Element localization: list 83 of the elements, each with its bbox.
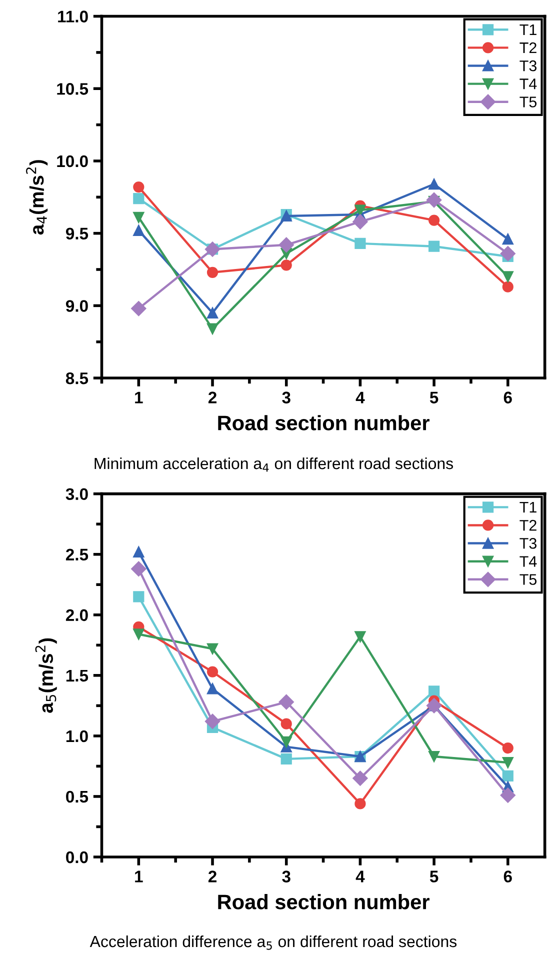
x-tick-label: 2 <box>208 392 216 404</box>
y-tick-label: 11.0 <box>58 10 88 22</box>
point <box>206 683 218 694</box>
point <box>133 591 144 602</box>
point <box>426 192 442 208</box>
point <box>280 718 292 730</box>
legend-label: T1 <box>520 24 536 35</box>
x-tick-label: 1 <box>135 870 143 882</box>
y-tick-label: 10.0 <box>57 155 88 168</box>
point <box>206 666 218 678</box>
y-tick-label: 1.0 <box>66 730 88 742</box>
y-tick-label: 0.0 <box>66 851 88 864</box>
point <box>280 753 292 764</box>
point <box>278 694 294 710</box>
x-tick-label: 3 <box>282 870 290 882</box>
text: Minimum acceleration a$_{4}$ on different road sections <box>94 457 453 472</box>
legend-label: T1 <box>520 502 536 513</box>
x-tick-label: 2 <box>208 870 216 882</box>
point <box>133 628 144 640</box>
y-tick-label: 9.0 <box>66 300 88 312</box>
point <box>133 181 144 193</box>
point <box>500 246 516 262</box>
point <box>133 546 144 558</box>
legend-label: T4 <box>520 556 537 567</box>
point <box>428 750 440 762</box>
legend-label: T5 <box>520 574 537 585</box>
x-tick-label: 4 <box>356 392 365 404</box>
point <box>428 240 440 252</box>
point <box>133 212 144 223</box>
point <box>502 271 514 282</box>
point <box>206 643 218 654</box>
point <box>354 238 366 249</box>
point <box>280 260 292 271</box>
point <box>428 214 440 226</box>
x-tick-label: 6 <box>504 870 512 882</box>
y-tick-label: 2.0 <box>66 609 88 622</box>
y-tick-label: 10.5 <box>57 83 88 95</box>
x-tick-label: 4 <box>356 870 365 882</box>
point <box>428 178 440 190</box>
point <box>500 788 516 803</box>
point <box>206 266 218 278</box>
y-tick-label: 8.5 <box>66 372 88 384</box>
y-tick-label: 1.5 <box>66 670 88 682</box>
point <box>502 281 514 292</box>
point <box>354 204 366 216</box>
point <box>428 686 440 697</box>
x-tick-label: 5 <box>430 870 438 882</box>
legend-label: T2 <box>520 520 536 531</box>
point <box>133 224 144 236</box>
point <box>280 736 292 748</box>
point <box>206 307 218 318</box>
legend-label: T2 <box>520 42 536 54</box>
x-axis-title: Road section number <box>218 894 430 910</box>
point <box>354 798 366 810</box>
point <box>352 214 368 230</box>
y-axis-title: a$_{5}$(m/s$^{2}$) <box>35 638 57 713</box>
legend-label: T4 <box>520 78 537 90</box>
point <box>278 237 294 252</box>
text: Acceleration difference a$_{5}$ on different road sections <box>90 935 457 950</box>
point <box>502 757 514 768</box>
y-axis-title: a$_{4}$(m/s$^{2}$) <box>26 160 48 235</box>
point <box>354 631 366 642</box>
y-tick-label: 3.0 <box>66 488 88 500</box>
y-tick-label: 9.5 <box>66 228 88 240</box>
x-axis-title: Road section number <box>218 415 430 430</box>
y-tick-label: 2.5 <box>66 548 88 561</box>
point <box>206 323 218 334</box>
x-tick-label: 1 <box>135 392 143 404</box>
x-tick-label: 6 <box>504 392 512 404</box>
point <box>502 234 514 245</box>
point <box>131 300 146 316</box>
point <box>502 742 514 754</box>
point <box>204 714 220 729</box>
point <box>133 193 144 204</box>
point <box>502 770 514 782</box>
x-tick-label: 3 <box>282 392 290 404</box>
legend-label: T3 <box>520 60 537 72</box>
point <box>352 770 368 786</box>
y-tick-label: 0.5 <box>66 790 88 803</box>
legend-label: T5 <box>520 96 537 108</box>
x-tick-label: 5 <box>430 392 438 404</box>
legend-label: T3 <box>520 538 537 549</box>
point <box>131 561 146 576</box>
